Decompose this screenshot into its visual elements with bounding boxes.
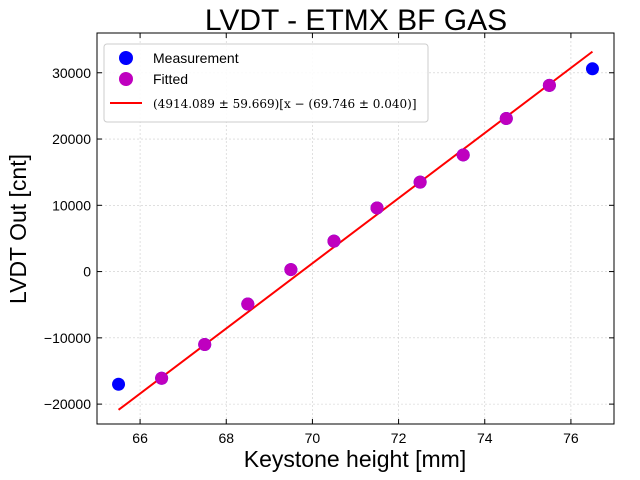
x-tick-label: 72 <box>391 430 407 446</box>
legend-label-fit-line: (4914.089 ± 59.669)[x − (69.746 ± 0.040)… <box>153 97 417 111</box>
x-tick-label: 66 <box>132 430 148 446</box>
legend-marker-fitted <box>119 72 133 86</box>
measurement-point <box>112 377 126 391</box>
x-tick-label: 68 <box>218 430 234 446</box>
x-tick-label: 70 <box>305 430 321 446</box>
fitted-point <box>456 148 470 162</box>
x-axis: 66 68 70 72 74 76 <box>132 33 579 446</box>
y-tick-label: 20000 <box>52 131 91 147</box>
x-axis-title: Keystone height [mm] <box>244 446 466 472</box>
measurement-point <box>585 62 599 76</box>
x-tick-label: 74 <box>477 430 493 446</box>
plot-frame <box>96 32 615 425</box>
y-tick-label: 30000 <box>52 65 91 81</box>
fit-line <box>117 50 594 411</box>
y-axis-title: LVDT Out [cnt] <box>5 154 31 304</box>
legend-label-measurement: Measurement <box>153 50 239 66</box>
fitted-point <box>198 337 212 351</box>
fitted-point <box>241 297 255 311</box>
y-tick-label: 0 <box>83 264 91 280</box>
legend: Measurement Fitted (4914.089 ± 59.669)[x… <box>103 43 429 123</box>
y-axis: −20000 −10000 0 10000 20000 30000 <box>44 65 614 412</box>
fitted-point <box>284 263 298 277</box>
fitted-point <box>370 201 384 215</box>
legend-marker-measurement <box>119 51 133 65</box>
fitted-point <box>327 234 341 248</box>
legend-label-fitted: Fitted <box>153 71 188 87</box>
fitted-point <box>542 78 556 92</box>
fitted-point <box>499 111 513 125</box>
data-points-layer <box>112 62 599 391</box>
fitted-point <box>413 175 427 189</box>
fitted-point <box>155 371 169 385</box>
x-tick-label: 76 <box>563 430 579 446</box>
y-tick-label: −20000 <box>44 396 91 412</box>
y-tick-label: −10000 <box>44 330 91 346</box>
y-tick-label: 10000 <box>52 197 91 213</box>
chart-title: LVDT - ETMX BF GAS <box>205 4 507 37</box>
legend-box <box>103 43 429 123</box>
fit-line-layer <box>117 50 594 411</box>
